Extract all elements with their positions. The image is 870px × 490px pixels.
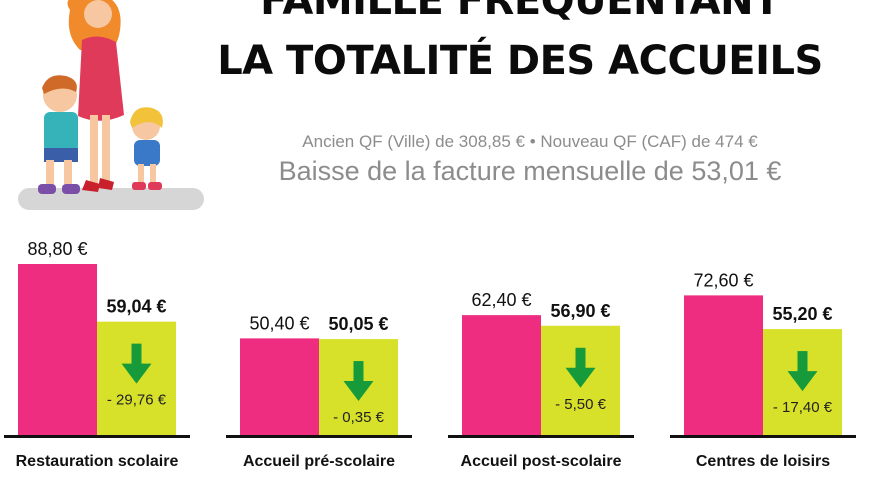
subtitle-qf: Ancien QF (Ville) de 308,85 € • Nouveau … bbox=[302, 132, 758, 151]
chart-baseline bbox=[670, 435, 856, 438]
bar-old-qf bbox=[240, 338, 319, 436]
chart-baseline bbox=[448, 435, 634, 438]
bar-old-qf bbox=[18, 264, 97, 436]
difference-label: - 17,40 € bbox=[773, 399, 833, 416]
bar-old-qf bbox=[462, 315, 541, 436]
subtitle-baisse: Baisse de la facture mensuelle de 53,01 … bbox=[278, 156, 782, 186]
down-arrow-icon bbox=[343, 361, 374, 402]
chart-baseline bbox=[226, 435, 412, 438]
value-label-old: 50,40 € bbox=[249, 313, 309, 333]
value-label-new: 59,04 € bbox=[106, 297, 166, 317]
category-label: Centres de loisirs bbox=[696, 453, 830, 470]
down-arrow-icon bbox=[565, 347, 596, 388]
value-label-old: 72,60 € bbox=[693, 270, 753, 290]
difference-label: - 5,50 € bbox=[555, 396, 607, 413]
down-arrow-icon bbox=[121, 343, 152, 384]
value-label-old: 62,40 € bbox=[471, 290, 531, 310]
title-line-2: LA TOTALITÉ DES ACCUEILS bbox=[217, 38, 823, 84]
down-arrow-icon bbox=[787, 351, 818, 392]
difference-label: - 0,35 € bbox=[333, 409, 385, 426]
category-label: Accueil post-scolaire bbox=[461, 453, 622, 470]
bar-old-qf bbox=[684, 295, 763, 436]
chart-baseline bbox=[4, 435, 190, 438]
family-illustration-icon bbox=[18, 0, 204, 210]
value-label-new: 56,90 € bbox=[550, 301, 610, 321]
value-label-new: 50,05 € bbox=[328, 314, 388, 334]
title-line-1: FAMILLE FRÉQUENTANT bbox=[260, 0, 780, 24]
category-label: Accueil pré-scolaire bbox=[243, 453, 395, 470]
category-label: Restauration scolaire bbox=[16, 453, 179, 470]
value-label-new: 55,20 € bbox=[772, 304, 832, 324]
value-label-old: 88,80 € bbox=[27, 239, 87, 259]
difference-label: - 29,76 € bbox=[107, 392, 167, 409]
